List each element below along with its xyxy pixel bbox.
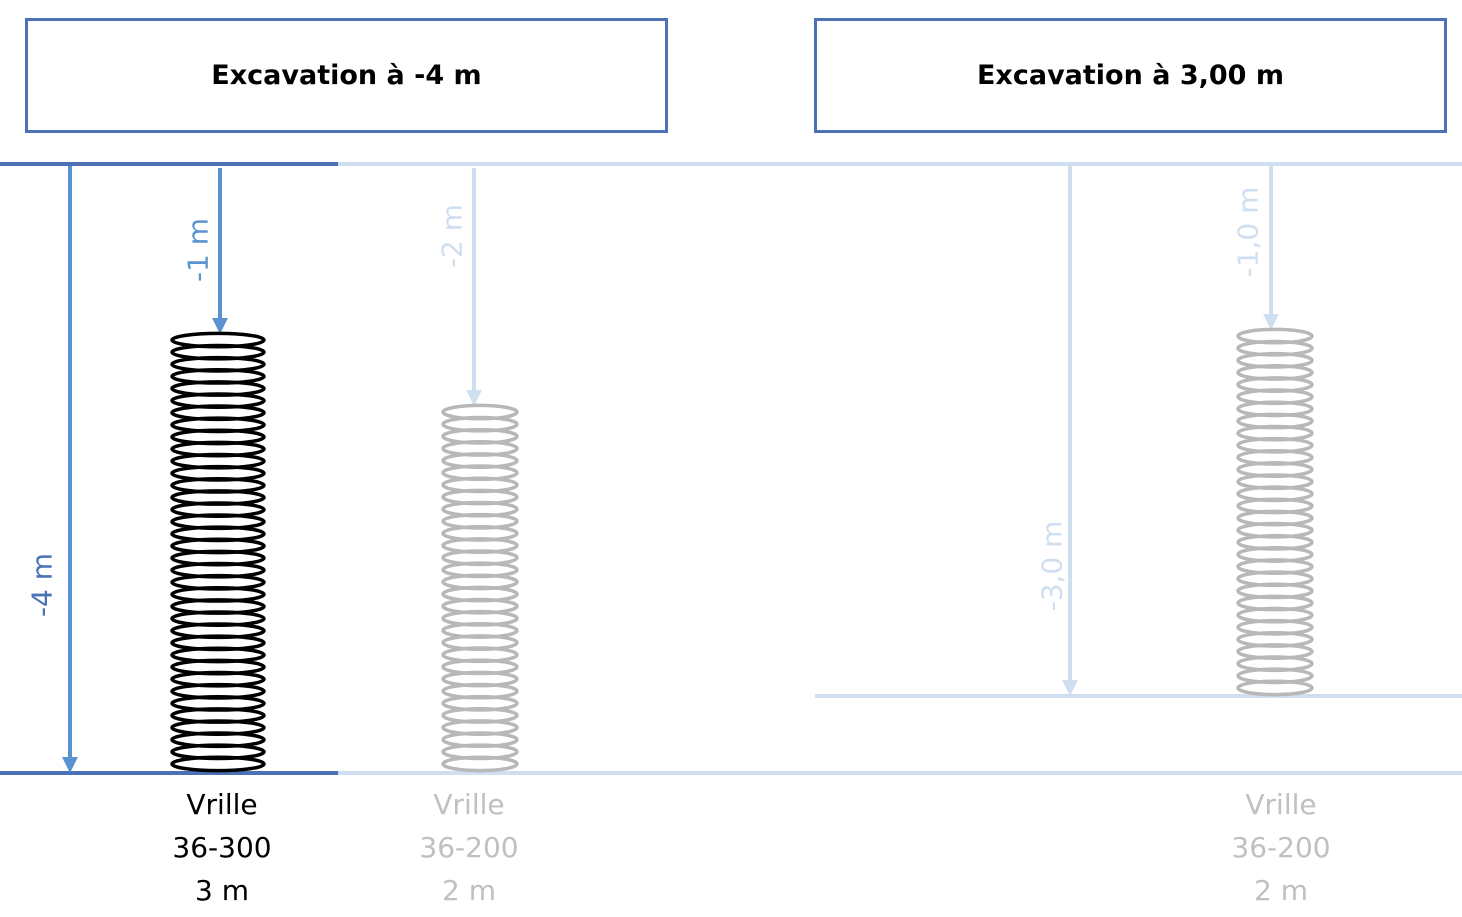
caption-auger1-line2: 36-300 xyxy=(172,831,272,864)
caption-auger2: Vrille 36-200 2 m xyxy=(389,783,549,912)
auger-36-200-2m-left xyxy=(441,403,519,773)
caption-auger2-line3: 2 m xyxy=(442,874,496,907)
title-left: Excavation à -4 m xyxy=(25,18,668,133)
label-total-depth-right: -3,0 m xyxy=(1035,520,1069,612)
depth-arrow-total-right xyxy=(1062,166,1078,696)
caption-auger3-line3: 2 m xyxy=(1254,874,1308,907)
title-right: Excavation à 3,00 m xyxy=(814,18,1447,133)
label-total-depth-left: -4 m xyxy=(25,552,59,618)
caption-auger1-line1: Vrille xyxy=(186,788,258,821)
caption-auger3-line2: 36-200 xyxy=(1231,831,1331,864)
title-left-text: Excavation à -4 m xyxy=(211,60,482,91)
caption-auger2-line2: 36-200 xyxy=(419,831,519,864)
caption-auger2-line1: Vrille xyxy=(433,788,505,821)
label-offset-auger3: -1,0 m xyxy=(1231,186,1265,278)
caption-auger1-line3: 3 m xyxy=(195,874,249,907)
caption-auger3-line1: Vrille xyxy=(1245,788,1317,821)
label-offset-auger1: -1 m xyxy=(181,217,215,283)
caption-auger3: Vrille 36-200 2 m xyxy=(1201,783,1361,912)
label-offset-auger2: -2 m xyxy=(435,203,469,269)
depth-arrow-auger3 xyxy=(1263,166,1279,330)
auger-coil xyxy=(1236,679,1314,697)
auger-coil xyxy=(170,755,266,773)
auger-36-300-3m xyxy=(170,331,266,773)
depth-arrow-auger1 xyxy=(212,168,228,334)
auger-coil xyxy=(441,755,519,773)
depth-arrow-total-left xyxy=(62,166,78,773)
title-right-text: Excavation à 3,00 m xyxy=(976,60,1284,91)
caption-auger1: Vrille 36-300 3 m xyxy=(142,783,302,912)
auger-36-200-2m-right xyxy=(1236,327,1314,697)
depth-arrow-auger2 xyxy=(466,168,482,406)
